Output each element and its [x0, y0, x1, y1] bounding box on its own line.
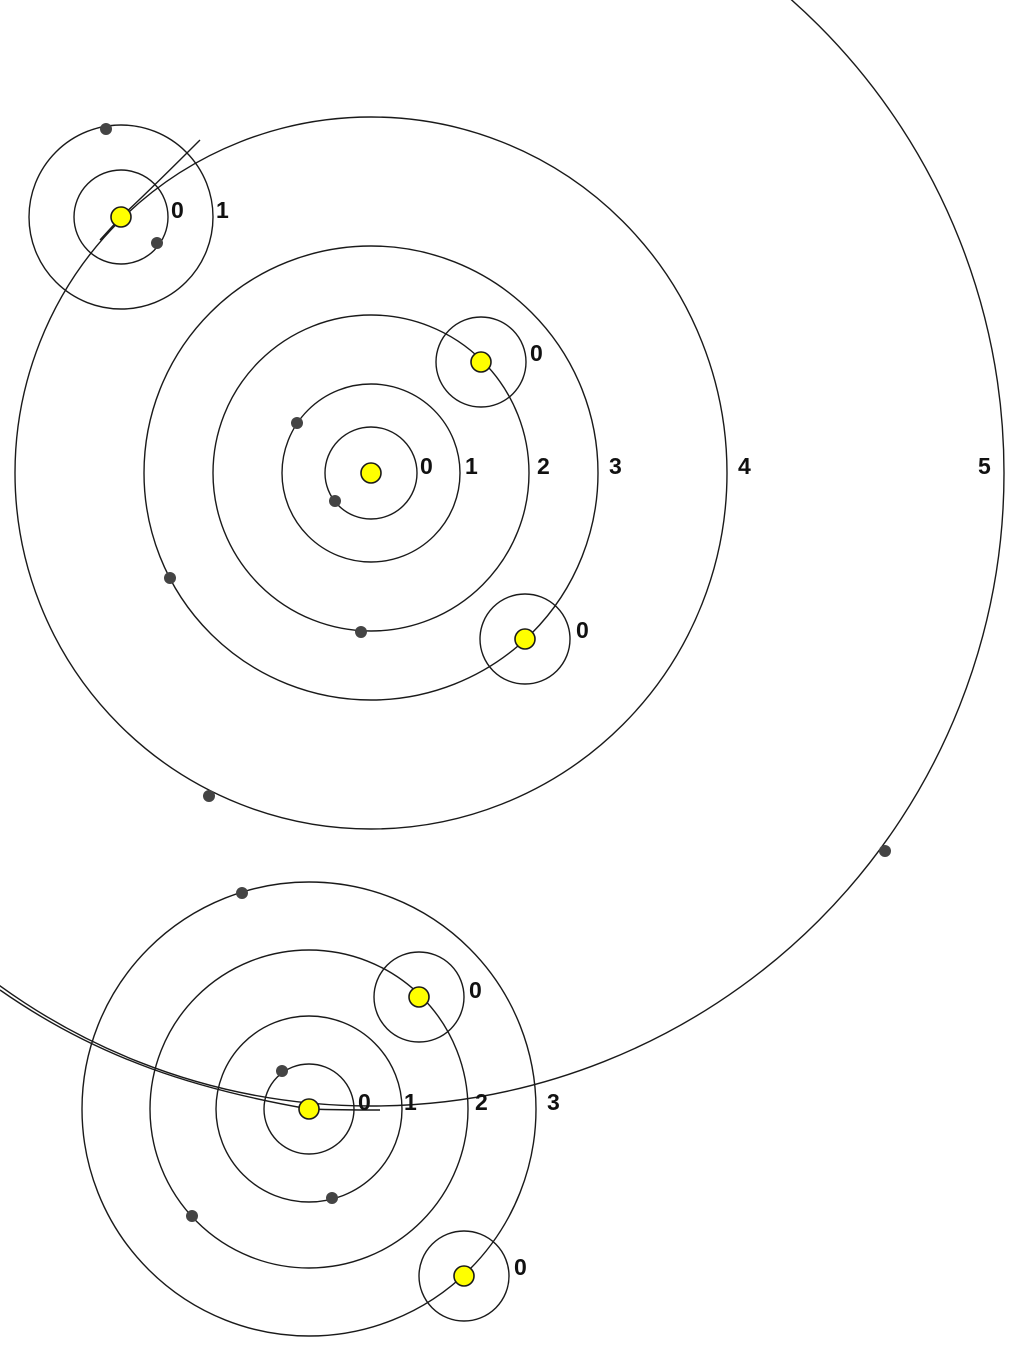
main-ring-4	[14, 116, 728, 830]
tl-dot-outer	[100, 123, 112, 135]
main-dot-ring1-a	[291, 417, 303, 429]
main-label-2: 2	[537, 453, 550, 479]
main-ring-3	[143, 245, 599, 701]
bottom-sat-upper-label-0: 0	[469, 977, 482, 1003]
main-label-1: 1	[465, 453, 478, 479]
main-dot-ring5	[879, 845, 891, 857]
bottom-sat-lower-ring	[418, 1230, 510, 1322]
bottom-label-2: 2	[475, 1089, 488, 1115]
main-star	[360, 462, 382, 484]
bottom-dot-ring1	[326, 1192, 338, 1204]
tl-dot-inner	[151, 237, 163, 249]
ring-5	[0, 0, 1005, 1107]
bottom-sat-upper-ring	[373, 951, 465, 1043]
sat-lower-label-0: 0	[576, 617, 589, 643]
main-label-3: 3	[609, 453, 622, 479]
tl-label-1: 1	[216, 197, 229, 223]
sat-upper-label-0: 0	[530, 340, 543, 366]
bottom-star	[298, 1098, 320, 1120]
bottom-ring-1	[215, 1015, 403, 1203]
bottom-dot-ring0	[276, 1065, 288, 1077]
main-dot-ring2	[355, 626, 367, 638]
bottom-connector	[0, 989, 310, 1110]
tl-ring-1	[28, 124, 214, 310]
tl-star	[110, 206, 132, 228]
tl-ring-0	[73, 169, 169, 265]
bottom-dot-ring3	[236, 887, 248, 899]
bottom-ring-3	[81, 881, 537, 1337]
bottom-sat-upper-star	[408, 986, 430, 1008]
main-label-0: 0	[420, 453, 433, 479]
main-ring-0	[324, 426, 418, 520]
bottom-label-0: 0	[358, 1089, 371, 1115]
bottom-ring-2	[149, 949, 469, 1269]
bottom-sat-lower-star	[453, 1265, 475, 1287]
bottom-ring-0	[263, 1063, 355, 1155]
main-ring-2	[212, 314, 530, 632]
bottom-dot-ring2	[186, 1210, 198, 1222]
main-dot-ring4	[203, 790, 215, 802]
tl-label-0: 0	[171, 197, 184, 223]
sat-lower-ring	[479, 593, 571, 685]
main-ring-1	[281, 383, 461, 563]
bottom-label-3: 3	[547, 1089, 560, 1115]
tl-connector	[120, 139, 201, 218]
main-dot-ring3	[164, 572, 176, 584]
sat-upper-star	[470, 351, 492, 373]
bottom-label-1: 1	[404, 1089, 417, 1115]
main-dot-ring0	[329, 495, 341, 507]
main-label-4: 4	[738, 453, 751, 479]
main-label-5: 5	[978, 453, 991, 479]
sat-lower-star	[514, 628, 536, 650]
sat-upper-ring	[435, 316, 527, 408]
bottom-sat-lower-label-0: 0	[514, 1254, 527, 1280]
